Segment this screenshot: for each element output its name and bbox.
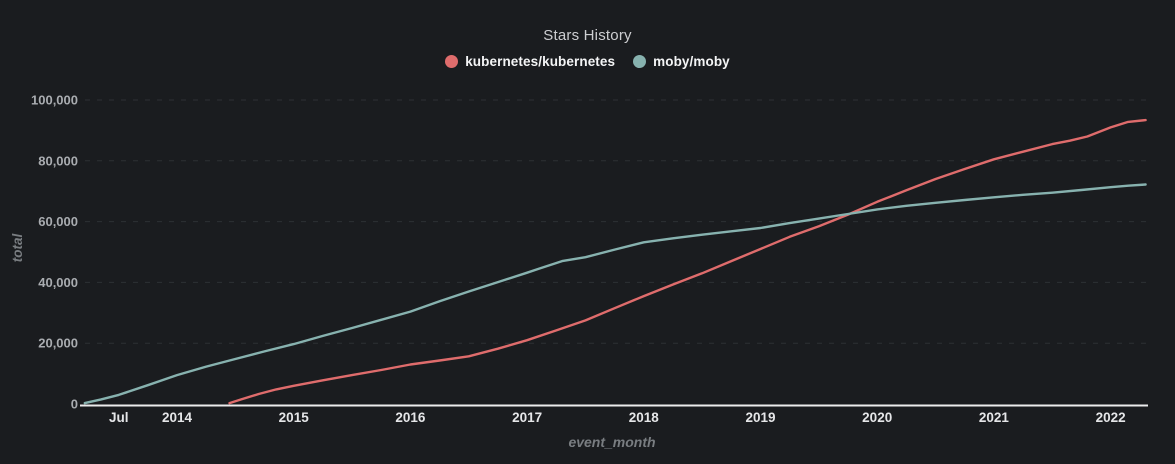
series-line-kubernetes [228,118,1147,405]
y-tick-label: 100,000 [31,93,78,108]
x-tick-label: 2014 [162,410,193,425]
chart-title: Stars History [543,27,632,44]
x-tick-label: 2019 [745,410,775,425]
legend-label-moby: moby/moby [653,54,730,69]
y-tick-label: 80,000 [38,153,78,168]
series-line-moby [83,183,1147,405]
legend-label-kubernetes: kubernetes/kubernetes [465,54,616,69]
legend-item-kubernetes[interactable]: kubernetes/kubernetes [445,54,615,69]
y-tick-label: 40,000 [38,275,78,290]
x-tick-label: 2018 [629,410,660,425]
x-tick-label: 2022 [1096,410,1126,425]
legend-item-moby[interactable]: moby/moby [633,54,730,69]
x-tick-label: 2017 [512,410,542,425]
x-tick-label: 2016 [395,410,426,425]
series-dot-moby-icon [633,55,647,68]
x-tick-label: Jul [109,410,129,425]
x-tick-label: 2020 [862,410,892,425]
series-dot-kubernetes-icon [445,55,459,68]
x-axis-title: event_month [568,434,655,450]
y-tick-label: 60,000 [38,214,78,229]
x-tick-label: 2015 [279,410,310,425]
y-tick-label: 20,000 [38,336,78,351]
y-tick-label: 0 [71,397,78,412]
x-tick-label: 2021 [979,410,1010,425]
chart-legend: kubernetes/kubernetes moby/moby [0,54,1175,69]
y-axis-title: total [10,234,25,263]
